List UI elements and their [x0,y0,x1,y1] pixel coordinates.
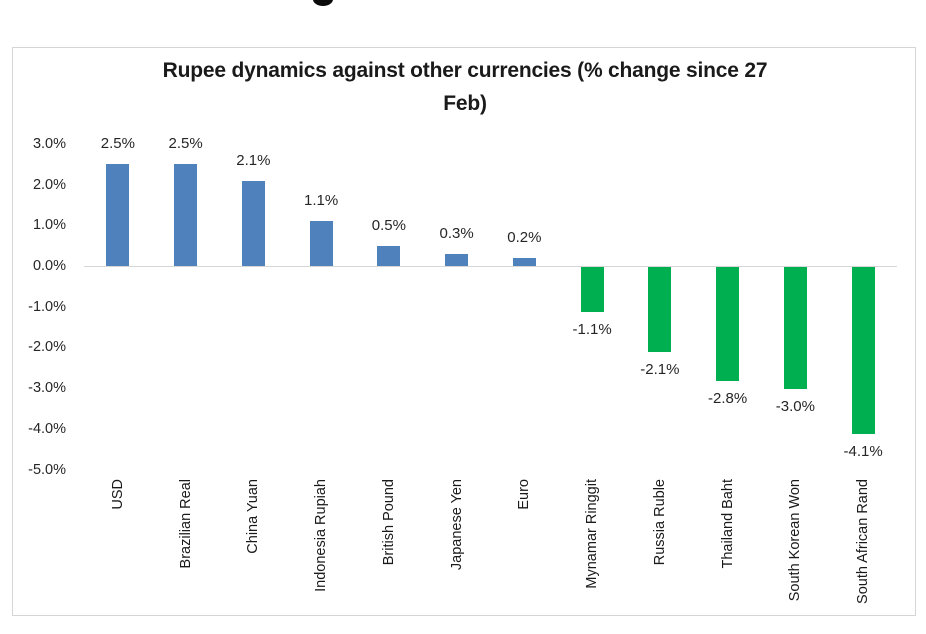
category-label: British Pound [355,479,423,616]
category-label: Thailand Baht [694,479,762,616]
bar-russia-ruble [648,267,672,353]
data-label: -1.1% [572,320,612,338]
category-label-text: Thailand Baht [719,479,736,569]
y-axis-tick-label: -2.0% [28,339,66,356]
chart-title: Rupee dynamics against other currencies … [60,54,870,120]
data-label: 1.1% [304,192,339,210]
category-label: Mynamar Ringgit [558,479,626,616]
data-label: 2.5% [168,135,203,153]
category-label: Brazilian Real [152,479,220,616]
category-label-text: Mynamar Ringgit [584,479,601,589]
category-label: China Yuan [220,479,288,616]
y-axis-tick-label: 0.0% [32,258,66,274]
bar-brazilian-real [174,164,198,266]
category-label: South African Rand [829,479,897,616]
category-label-text: Euro [516,479,533,510]
category-label: Russia Ruble [626,479,694,616]
bar-indonesia-rupiah [309,221,333,266]
y-axis-tick-label: -3.0% [28,380,66,397]
category-label-text: South African Rand [855,479,872,604]
y-axis-tick-label: 1.0% [32,217,66,234]
category-label-text: Brazilian Real [177,479,194,569]
bar-china-yuan [241,180,265,266]
bar-euro [512,257,536,266]
bar-british-pound [377,245,401,266]
y-axis-tick-label: -4.0% [28,420,66,437]
x-axis-line [84,265,897,267]
y-axis-tick-label: -1.0% [28,298,66,315]
data-label: 2.1% [236,151,271,169]
cropped-glyph-fragment [313,0,333,6]
category-label-text: Russia Ruble [651,479,668,566]
category-label-text: China Yuan [245,479,262,554]
data-label: -2.8% [708,389,748,407]
category-label: Euro [491,479,559,616]
chart-title-line2: Feb) [443,92,487,115]
data-label: -3.0% [775,398,815,416]
category-label-text: Indonesia Rupiah [313,479,330,592]
category-label: South Korean Won [762,479,830,616]
bar-japanese-yen [445,253,469,266]
y-axis-tick-label: 2.0% [32,176,66,193]
data-label: -2.1% [640,361,680,379]
y-axis-tick-label: -5.0% [28,461,66,478]
category-label-text: British Pound [380,479,397,566]
bar-mynamar-ringgit [580,267,604,312]
bar-south-korean-won [783,267,807,390]
data-label: 0.3% [439,224,474,242]
data-label: 0.5% [371,216,406,234]
y-axis-tick-label: 3.0% [32,135,66,152]
category-label: Indonesia Rupiah [287,479,355,616]
data-label: -4.1% [843,442,883,460]
category-label-text: Japanese Yen [448,479,465,571]
data-label: 2.5% [100,135,135,153]
bar-south-african-rand [851,267,875,434]
bar-thailand-baht [716,267,740,381]
category-label-text: USD [109,479,126,510]
chart-area [12,47,916,616]
category-label: USD [84,479,152,616]
category-label-text: South Korean Won [787,479,804,602]
data-label: 0.2% [507,228,542,246]
category-label: Japanese Yen [423,479,491,616]
bar-usd [106,164,130,266]
chart-title-line1: Rupee dynamics against other currencies … [162,59,768,82]
